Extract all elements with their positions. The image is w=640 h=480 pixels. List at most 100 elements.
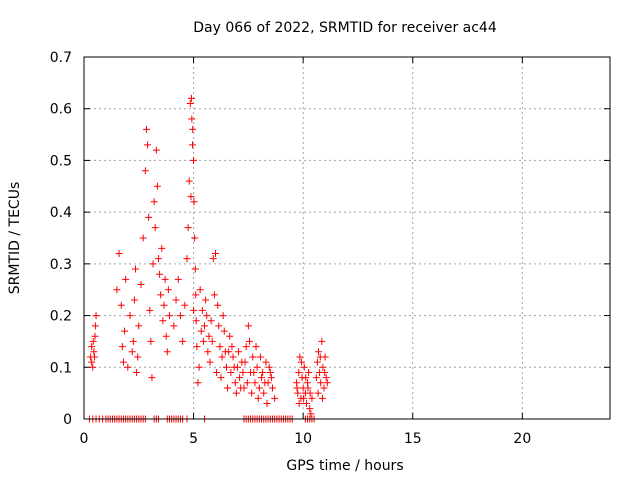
data-point	[185, 177, 193, 185]
data-point	[195, 363, 203, 371]
x-tick-label: 10	[294, 431, 312, 447]
data-point	[117, 301, 125, 309]
data-point	[206, 358, 214, 366]
data-point	[190, 198, 198, 206]
data-point	[245, 337, 253, 345]
data-point	[255, 384, 263, 392]
data-point	[306, 389, 314, 397]
data-point	[302, 399, 310, 407]
data-point	[203, 312, 211, 320]
data-point	[207, 317, 215, 325]
data-point	[119, 358, 127, 366]
data-point	[250, 368, 258, 376]
data-point	[227, 368, 235, 376]
data-point	[92, 312, 100, 320]
y-tick-label: 0	[63, 412, 72, 428]
data-point	[293, 384, 301, 392]
data-point	[208, 337, 216, 345]
data-point	[296, 353, 304, 361]
data-point	[188, 115, 196, 123]
data-point	[294, 389, 302, 397]
data-point	[307, 410, 315, 418]
data-point	[174, 275, 182, 283]
data-point	[318, 337, 326, 345]
data-point	[172, 296, 180, 304]
data-point	[118, 343, 126, 351]
data-point	[212, 250, 219, 258]
x-tick-label: 5	[189, 431, 198, 447]
data-point	[237, 384, 245, 392]
data-point	[132, 265, 140, 273]
data-point	[236, 374, 244, 382]
data-point	[139, 234, 147, 242]
data-point	[162, 332, 170, 340]
data-point	[135, 322, 143, 330]
data-point	[170, 322, 178, 330]
data-point	[205, 332, 213, 340]
data-point	[129, 337, 137, 345]
data-point	[267, 374, 275, 382]
data-point	[144, 141, 152, 149]
chart-title: Day 066 of 2022, SRMTID for receiver ac4…	[193, 20, 497, 36]
data-point	[202, 296, 210, 304]
axis-ticks: 0 0.1 0.2 0.3 0.4 0.5 0.6 0.7 0 5 10 15 20	[50, 50, 610, 447]
data-point	[214, 301, 222, 309]
data-point	[190, 156, 198, 164]
data-point	[265, 363, 273, 371]
x-tick-label: 15	[404, 431, 422, 447]
data-point	[199, 337, 207, 345]
data-point	[300, 363, 308, 371]
data-point	[256, 353, 264, 361]
data-point	[319, 363, 327, 371]
data-point	[218, 353, 226, 361]
data-point	[156, 270, 164, 278]
data-point	[155, 255, 163, 263]
data-point	[194, 379, 202, 387]
data-point	[239, 368, 247, 376]
data-point	[193, 343, 201, 351]
y-tick-label: 0.7	[50, 50, 72, 66]
data-point	[160, 301, 168, 309]
data-point	[263, 399, 271, 407]
data-point	[316, 353, 324, 361]
data-point	[147, 337, 155, 345]
data-point	[297, 358, 305, 366]
data-point	[163, 348, 171, 356]
data-point	[89, 363, 97, 371]
data-point	[220, 327, 228, 335]
data-point	[204, 348, 212, 356]
data-point	[134, 353, 142, 361]
data-point	[251, 379, 259, 387]
data-point	[128, 348, 136, 356]
x-tick-label: 20	[513, 431, 531, 447]
data-point	[88, 343, 96, 351]
data-point	[197, 327, 205, 335]
data-point	[149, 260, 157, 268]
data-point	[322, 374, 330, 382]
data-point	[148, 374, 156, 382]
data-point	[115, 250, 123, 258]
x-axis-label: GPS time / hours	[286, 458, 403, 474]
data-point	[295, 368, 303, 376]
data-point	[176, 312, 184, 320]
data-point	[198, 306, 206, 314]
data-point	[295, 399, 303, 407]
y-tick-label: 0.5	[50, 153, 72, 169]
data-point	[146, 306, 154, 314]
data-point	[243, 379, 251, 387]
data-point	[179, 337, 187, 345]
data-point	[261, 379, 269, 387]
data-point	[271, 394, 279, 402]
data-point	[258, 374, 266, 382]
data-point	[158, 244, 166, 252]
data-point	[228, 343, 236, 351]
y-tick-label: 0.2	[50, 309, 72, 325]
data-point	[226, 332, 234, 340]
data-point	[137, 281, 145, 289]
data-point	[209, 255, 217, 263]
data-point	[318, 394, 326, 402]
data-point	[304, 384, 312, 392]
data-point	[231, 379, 239, 387]
data-point	[224, 384, 232, 392]
